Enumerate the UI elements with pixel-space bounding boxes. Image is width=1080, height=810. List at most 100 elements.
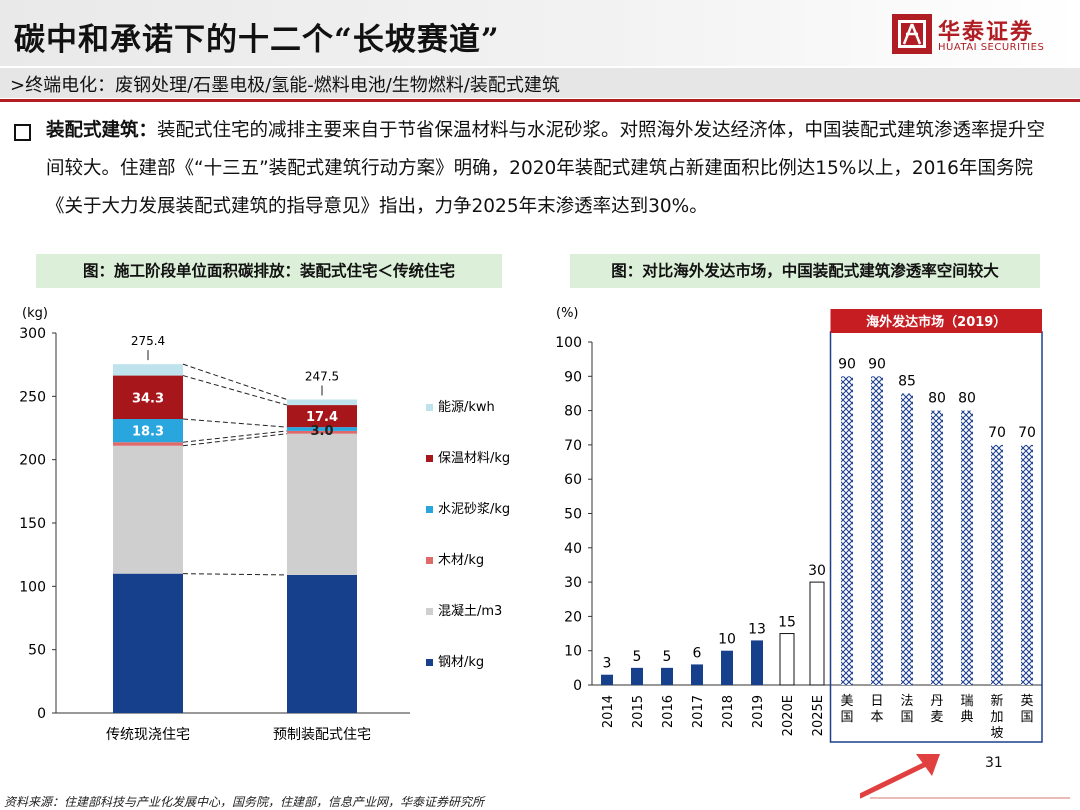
x-category-label-char: 本 [870,710,883,725]
y-tick-label: 50 [28,643,46,659]
y-tick-label: 10 [564,644,582,660]
x-category-label-char: 国 [900,710,913,725]
bar-value-label: 90 [838,356,856,372]
bar-segment [287,399,357,406]
bar-value-label: 30 [808,563,826,579]
body-paragraph: 装配式建筑：装配式住宅的减排主要来自于节省保温材料与水泥砂浆。对照海外发达经济体… [46,112,1061,226]
overseas-bar [871,376,883,685]
y-tick-label: 80 [564,404,582,420]
connector-line [182,430,288,443]
overseas-title-bar [830,309,1042,333]
logo: 华泰证券 HUATAI SECURITIES [892,14,1062,58]
china-bar [809,581,825,686]
segment-data-label: 3.0 [310,424,333,439]
overseas-bar [991,444,1003,685]
legend-swatch [426,608,433,615]
page-title: 碳中和承诺下的十二个“长坡赛道” [14,22,500,58]
total-label: 247.5 [305,370,339,384]
penetration-bar-chart: (%) 0 10 20 30 40 50 60 70 80 90 100 3 2014 5 2015 5 2016… [555,306,1043,743]
logo-text-en: HUATAI SECURITIES [938,42,1045,53]
y-tick-label: 60 [564,472,582,488]
x-category-label: 传统现浇住宅 [106,727,190,743]
huatai-logo-icon [892,14,932,54]
connector-line [182,418,288,428]
x-category-label-char: 国 [840,710,853,725]
bar-value-label: 70 [988,425,1006,441]
bar-segment [287,405,357,428]
x-category-label-char: 新 [990,693,1003,709]
x-category-label-char: 丹 [930,694,943,709]
bar-segment [113,375,183,420]
red-arrow-icon [860,754,1070,799]
y-axis-unit: (%) [556,306,579,321]
divider [0,99,1080,102]
legend-entry: 钢材/kg [438,655,484,670]
y-tick-label: 250 [19,389,46,405]
y-tick-label: 100 [555,335,582,351]
china-bar [751,640,763,685]
caption-right: 图：对比海外发达市场，中国装配式建筑渗透率空间较大 [570,254,1040,288]
x-category-label-char: 典 [960,710,973,725]
x-category-label: 2020E [781,695,796,736]
bar-value-label: 15 [778,615,796,631]
y-tick-label: 300 [19,326,46,342]
x-category-label: 2016 [661,695,676,728]
x-category-label-char: 美 [840,694,853,709]
x-category-label: 2015 [631,695,646,728]
bar-segment [287,433,357,575]
bar-segment [287,574,357,713]
legend-swatch [426,404,433,411]
y-tick-label: 100 [19,579,46,595]
total-label: 275.4 [131,334,165,348]
source-note: 资料来源：住建部科技与产业化发展中心，国务院，住建部，信息产业网，华泰证券研究所 [4,795,485,809]
bullet-square-icon [14,124,31,141]
paragraph-body: 装配式住宅的减排主要来自于节省保温材料与水泥砂浆。对照海外发达经济体，中国装配式… [46,120,1046,217]
subtitle-bar: >终端电化：废钢处理/石墨电极/氢能-燃料电池/生物燃料/装配式建筑 [0,68,1080,98]
x-category-label: 2014 [601,695,616,728]
stacked-bar-chart: (kg) 0 50 100 150 200 250 300 传统现浇住宅 275.4 预制装配式住宅… [19,306,510,743]
x-category-label: 2017 [691,695,706,728]
bar-segment [287,430,357,434]
y-tick-label: 200 [19,453,46,469]
x-category-label-char: 英 [1020,694,1033,709]
overseas-bar [931,410,943,685]
bar-segment [113,442,183,446]
bar-segment [287,427,357,431]
legend-entry: 保温材料/kg [438,451,510,466]
subtitle: >终端电化：废钢处理/石墨电极/氢能-燃料电池/生物燃料/装配式建筑 [10,75,560,96]
bar-value-label: 10 [718,632,736,648]
legend-entry: 水泥砂浆/kg [438,502,510,517]
bar-value-label: 90 [868,356,886,372]
page-number: 31 [985,755,1003,771]
bar-segment [113,419,183,443]
x-category-label-char: 日 [870,694,883,709]
bar-segment [113,573,183,713]
x-category-label-char: 坡 [990,726,1003,741]
legend-swatch [426,455,433,462]
overseas-bar [961,410,973,685]
bar-value-label: 80 [928,391,946,407]
segment-data-label: 17.4 [306,410,338,425]
legend-swatch [426,557,433,564]
bar-value-label: 13 [748,621,766,637]
x-category-label-char: 国 [1020,710,1033,725]
legend-swatch [426,659,433,666]
x-category-label-char: 法 [900,694,913,709]
connector-line [182,573,288,576]
y-tick-label: 150 [19,516,46,532]
legend-entry: 木材/kg [438,553,484,568]
y-tick-label: 0 [573,678,582,694]
y-tick-label: 0 [37,706,46,722]
china-bar [721,650,733,685]
bar-value-label: 3 [603,656,612,672]
paragraph-lead: 装配式建筑： [46,120,158,141]
x-category-label-char: 加 [990,710,1003,725]
bar-value-label: 85 [898,373,916,389]
y-tick-label: 70 [564,438,582,454]
bar-value-label: 5 [633,649,642,665]
china-bar [691,664,703,685]
overseas-bar [901,393,913,685]
x-category-label: 预制装配式住宅 [273,727,371,743]
bar-value-label: 6 [693,645,702,661]
legend-entry: 能源/kwh [438,400,495,415]
